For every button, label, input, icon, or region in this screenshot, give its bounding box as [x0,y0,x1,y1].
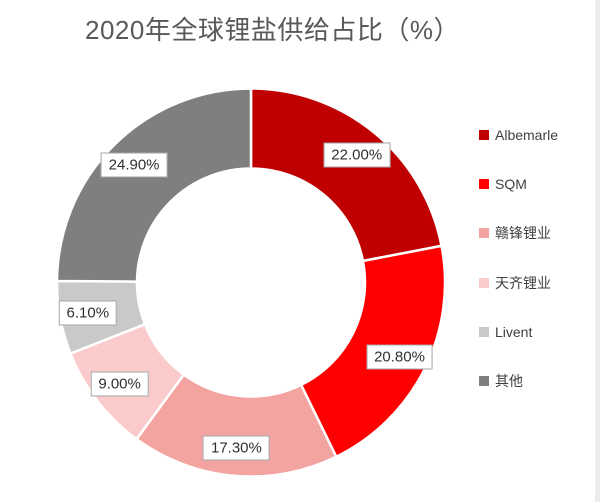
donut-slice-6 [55,87,253,283]
legend-swatch-icon [479,179,489,190]
right-edge-strip [595,0,600,502]
legend-item-5: Livent [479,325,532,339]
data-label-2: 20.80% [366,344,433,370]
legend-swatch-icon [479,376,489,386]
data-label-4: 9.00% [90,371,149,397]
legend-label: 天齐锂业 [495,274,551,291]
chart-title: 2020年全球锂盐供给占比（%） [85,15,460,45]
legend: Albemarle SQM 赣锋锂业天齐锂业 Livent 其他 [479,0,594,502]
legend-label: Livent [495,323,533,340]
legend-item-3: 赣锋锂业 [479,226,551,240]
donut-slice-1 [249,87,443,263]
legend-label: Albemarle [495,127,559,143]
data-label-6: 24.90% [100,152,168,178]
legend-item-6: 其他 [479,374,523,388]
legend-label: 赣锋锂业 [495,225,551,242]
legend-label: 其他 [495,373,523,389]
legend-swatch-icon [479,326,489,337]
legend-item-2: SQM [479,177,527,191]
legend-swatch-icon [479,228,489,239]
donut-slice-3 [134,372,338,478]
legend-item-4: 天齐锂业 [479,276,551,290]
legend-label: SQM [495,176,527,193]
legend-item-1: Albemarle [479,128,558,142]
data-label-3: 17.30% [202,435,270,461]
data-label-5: 6.10% [58,300,118,326]
legend-swatch-icon [479,277,489,288]
data-label-1: 22.00% [323,142,391,168]
legend-swatch-icon [479,130,489,140]
